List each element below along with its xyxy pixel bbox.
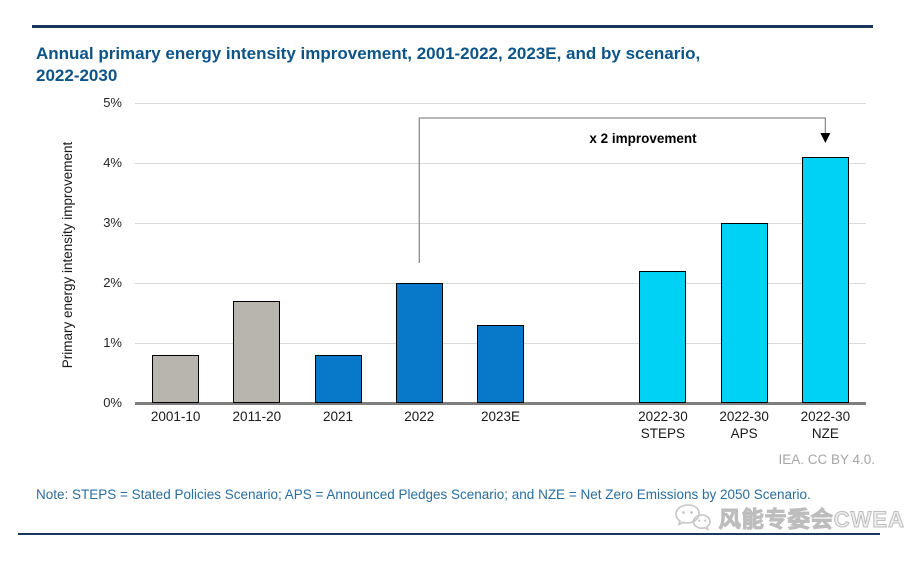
- bar-2011-20: [233, 301, 281, 403]
- x-tick-label-2022: 2022: [404, 409, 435, 424]
- y-tick-label-3%: 3%: [103, 215, 122, 230]
- x2-improvement-label: x 2 improvement: [589, 131, 697, 146]
- chart-title-line1: Annual primary energy intensity improvem…: [36, 44, 701, 64]
- bar-2021: [314, 355, 362, 403]
- bar-2023E: [477, 325, 524, 403]
- y-tick-label-0%: 0%: [103, 395, 122, 410]
- x-tick-label-2021: 2021: [323, 409, 354, 424]
- y-tick-label-4%: 4%: [103, 155, 122, 170]
- bar-2001-10: [152, 355, 200, 403]
- attribution-text: IEA. CC BY 4.0.: [778, 452, 875, 467]
- gridline-5pct: [135, 102, 866, 104]
- bar-2022-30-APS: [720, 223, 768, 403]
- top-rule: [32, 25, 873, 28]
- bar-2022-30-NZE: [801, 157, 849, 403]
- note-text: Note: STEPS = Stated Policies Scenario; …: [36, 487, 811, 502]
- gridline-4pct: [135, 162, 866, 164]
- x-tick-label-2001-10: 2001-10: [150, 409, 201, 424]
- gridline-3pct: [135, 222, 866, 224]
- y-tick-label-1%: 1%: [103, 335, 122, 350]
- watermark: 风能专委会CWEA: [673, 501, 905, 535]
- x-tick-label-2022-30-STEPS: 2022-30 STEPS: [638, 409, 688, 441]
- x-tick-label-2023E: 2023E: [480, 409, 521, 424]
- bottom-rule: [18, 533, 880, 535]
- wechat-logo-icon: [674, 504, 711, 531]
- x-axis-line: [135, 402, 866, 405]
- watermark-label: 风能专委会CWEA: [718, 507, 905, 533]
- bar-2022-30-STEPS: [639, 271, 687, 403]
- x-tick-label-2022-30-NZE: 2022-30 NZE: [800, 409, 851, 441]
- y-tick-label-2%: 2%: [103, 275, 122, 290]
- x-tick-label-2022-30-APS: 2022-30 APS: [719, 409, 769, 441]
- y-tick-label-5%: 5%: [103, 95, 122, 110]
- chart-title-line2: 2022-2030: [36, 66, 118, 86]
- gridline-2pct: [135, 282, 866, 284]
- chart-title: Annual primary energy intensity improvem…: [36, 43, 881, 87]
- x-tick-label-2011-20: 2011-20: [232, 409, 282, 424]
- bar-2022: [395, 283, 443, 403]
